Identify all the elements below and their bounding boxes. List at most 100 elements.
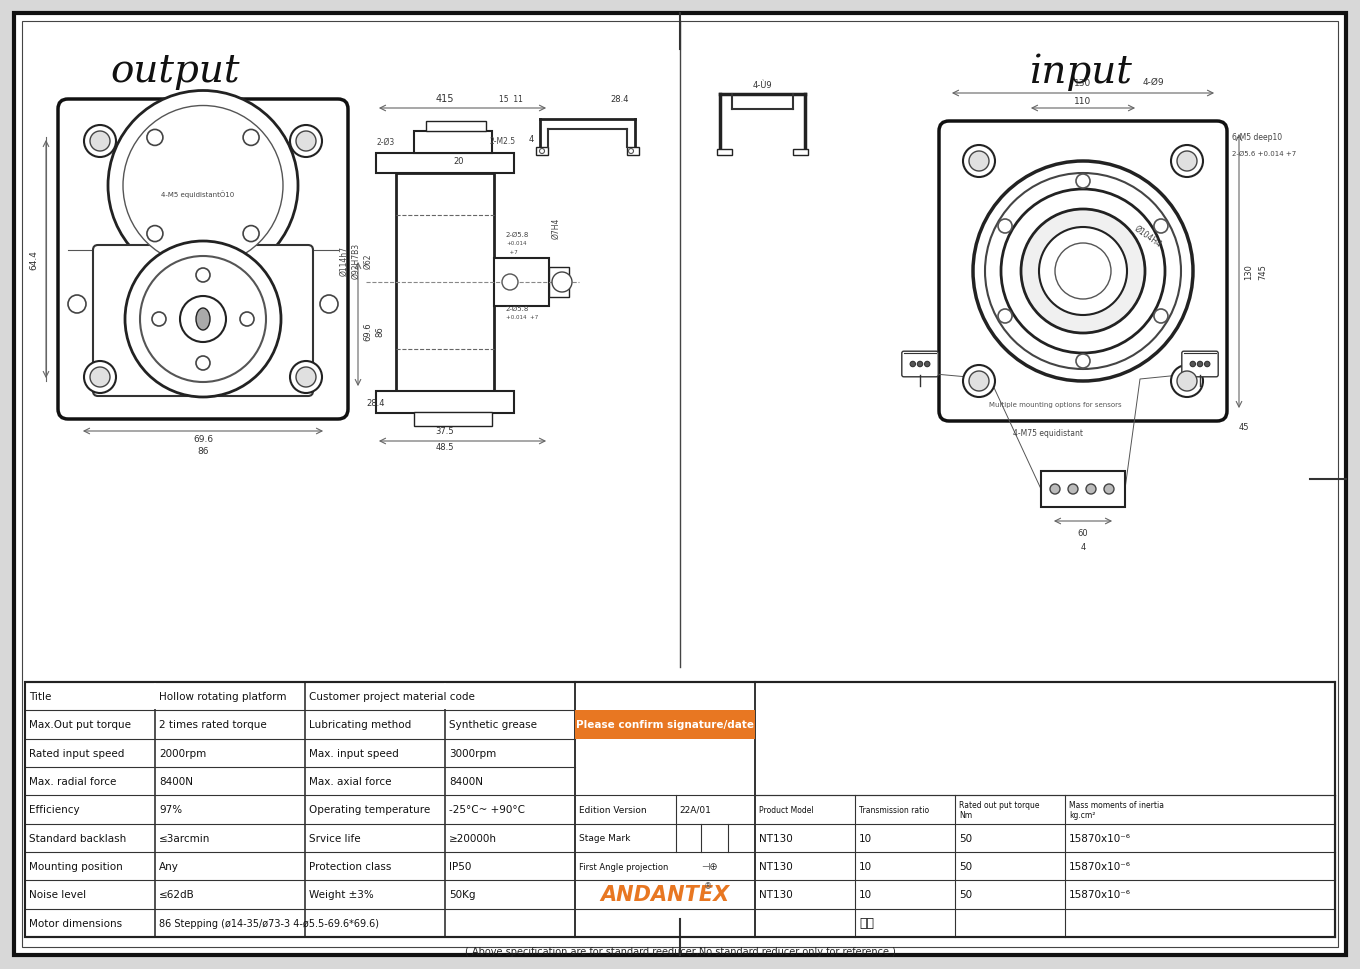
Text: 50Kg: 50Kg bbox=[449, 890, 476, 899]
Circle shape bbox=[998, 310, 1012, 324]
Text: 4: 4 bbox=[529, 135, 534, 143]
Text: 2000rpm: 2000rpm bbox=[159, 748, 207, 758]
Bar bbox=[793, 150, 808, 156]
Text: ≤62dB: ≤62dB bbox=[159, 890, 194, 899]
Text: Operating temperature: Operating temperature bbox=[309, 804, 430, 815]
Text: -25°C~ +90°C: -25°C~ +90°C bbox=[449, 804, 525, 815]
Bar bbox=[443, 683, 446, 709]
Circle shape bbox=[972, 162, 1193, 382]
FancyBboxPatch shape bbox=[938, 122, 1227, 422]
Text: 8400N: 8400N bbox=[449, 776, 483, 787]
Text: NT130: NT130 bbox=[759, 833, 793, 843]
Circle shape bbox=[90, 132, 110, 152]
Text: 4-Ù9: 4-Ù9 bbox=[752, 80, 772, 89]
Bar bbox=[549, 267, 568, 297]
Circle shape bbox=[125, 241, 282, 397]
Circle shape bbox=[243, 130, 260, 146]
Text: 415: 415 bbox=[435, 94, 454, 104]
Circle shape bbox=[1171, 365, 1204, 397]
Bar bbox=[413, 413, 492, 426]
Circle shape bbox=[1001, 190, 1166, 354]
FancyBboxPatch shape bbox=[92, 246, 313, 396]
Text: Customer project material code: Customer project material code bbox=[309, 692, 475, 702]
Text: 15  11: 15 11 bbox=[499, 94, 522, 104]
Text: ⊣⊕: ⊣⊕ bbox=[702, 861, 718, 871]
Circle shape bbox=[180, 297, 226, 343]
Circle shape bbox=[1039, 228, 1127, 316]
Circle shape bbox=[552, 272, 573, 293]
Text: 2-Ø5.6 +0.014 +7: 2-Ø5.6 +0.014 +7 bbox=[1232, 151, 1296, 157]
Text: Please confirm signature/date: Please confirm signature/date bbox=[577, 720, 753, 730]
Text: Product Model: Product Model bbox=[759, 805, 813, 814]
Text: Rated out put torque
Nm: Rated out put torque Nm bbox=[959, 800, 1039, 820]
Circle shape bbox=[90, 367, 110, 388]
Text: Ø62: Ø62 bbox=[363, 253, 373, 268]
Text: +7: +7 bbox=[506, 250, 518, 255]
Text: NT130: NT130 bbox=[759, 861, 793, 871]
Text: Max. radial force: Max. radial force bbox=[29, 776, 117, 787]
Text: 86 Stepping (ø14-35/ø73-3 4-ø5.5-69.6*69.6): 86 Stepping (ø14-35/ø73-3 4-ø5.5-69.6*69… bbox=[159, 918, 379, 928]
Text: 22A/01: 22A/01 bbox=[680, 805, 711, 814]
Text: 50: 50 bbox=[959, 861, 972, 871]
Text: 28.4: 28.4 bbox=[366, 399, 385, 408]
Text: 10: 10 bbox=[860, 890, 872, 899]
Text: +0.014: +0.014 bbox=[506, 241, 526, 246]
Text: 4-Ø9: 4-Ø9 bbox=[1142, 78, 1164, 86]
Text: 4-M5 equidistantÔ10: 4-M5 equidistantÔ10 bbox=[162, 191, 235, 198]
Bar bbox=[154, 683, 156, 709]
Text: +0.014  +7: +0.014 +7 bbox=[506, 315, 539, 320]
Circle shape bbox=[196, 357, 209, 370]
Text: 2-Ø3: 2-Ø3 bbox=[375, 138, 394, 146]
Text: 37.5: 37.5 bbox=[435, 427, 454, 436]
Text: Max. axial force: Max. axial force bbox=[309, 776, 392, 787]
Text: Efficiency: Efficiency bbox=[29, 804, 80, 815]
FancyBboxPatch shape bbox=[58, 100, 348, 420]
Circle shape bbox=[968, 372, 989, 391]
Circle shape bbox=[152, 313, 166, 327]
Text: 48.5: 48.5 bbox=[435, 442, 454, 451]
Text: 69.6: 69.6 bbox=[363, 323, 373, 341]
Circle shape bbox=[1076, 355, 1089, 368]
Text: 4: 4 bbox=[1080, 542, 1085, 551]
Circle shape bbox=[147, 130, 163, 146]
Text: Lubricating method: Lubricating method bbox=[309, 720, 411, 730]
Bar bbox=[396, 173, 494, 391]
Circle shape bbox=[1205, 362, 1210, 367]
Text: 86: 86 bbox=[375, 327, 385, 337]
FancyBboxPatch shape bbox=[902, 352, 938, 377]
Text: Ø7H4: Ø7H4 bbox=[552, 218, 560, 239]
Circle shape bbox=[140, 257, 267, 383]
Text: Max.Out put torque: Max.Out put torque bbox=[29, 720, 131, 730]
Bar bbox=[575, 710, 755, 739]
Bar bbox=[24, 682, 1336, 937]
Circle shape bbox=[1176, 372, 1197, 391]
Text: Title: Title bbox=[29, 692, 52, 702]
Text: Hollow rotating platform: Hollow rotating platform bbox=[159, 692, 287, 702]
Text: 50: 50 bbox=[959, 890, 972, 899]
Text: Ø92H7B3: Ø92H7B3 bbox=[351, 243, 360, 279]
Bar bbox=[717, 150, 732, 156]
Text: Max. input speed: Max. input speed bbox=[309, 748, 398, 758]
Circle shape bbox=[1055, 244, 1111, 299]
Text: 2-M2.5: 2-M2.5 bbox=[490, 138, 515, 146]
Bar bbox=[627, 148, 639, 156]
Circle shape bbox=[1197, 362, 1202, 367]
Text: 28.4: 28.4 bbox=[611, 94, 630, 104]
Text: Rated input speed: Rated input speed bbox=[29, 748, 124, 758]
Circle shape bbox=[502, 275, 518, 291]
Text: Srvice life: Srvice life bbox=[309, 833, 360, 843]
Ellipse shape bbox=[196, 309, 209, 330]
Circle shape bbox=[1171, 146, 1204, 178]
Circle shape bbox=[1153, 220, 1168, 234]
Text: 2 times rated torque: 2 times rated torque bbox=[159, 720, 267, 730]
Text: Standard backlash: Standard backlash bbox=[29, 833, 126, 843]
Text: 60: 60 bbox=[1077, 529, 1088, 538]
Text: Ø114h7: Ø114h7 bbox=[340, 246, 348, 276]
Text: 10: 10 bbox=[860, 833, 872, 843]
Text: 130: 130 bbox=[1244, 264, 1254, 280]
Bar bbox=[426, 122, 486, 132]
Text: Stage Mark: Stage Mark bbox=[579, 833, 631, 842]
Circle shape bbox=[290, 126, 322, 158]
Circle shape bbox=[963, 365, 996, 397]
Text: ANDANTEX: ANDANTEX bbox=[600, 885, 729, 905]
